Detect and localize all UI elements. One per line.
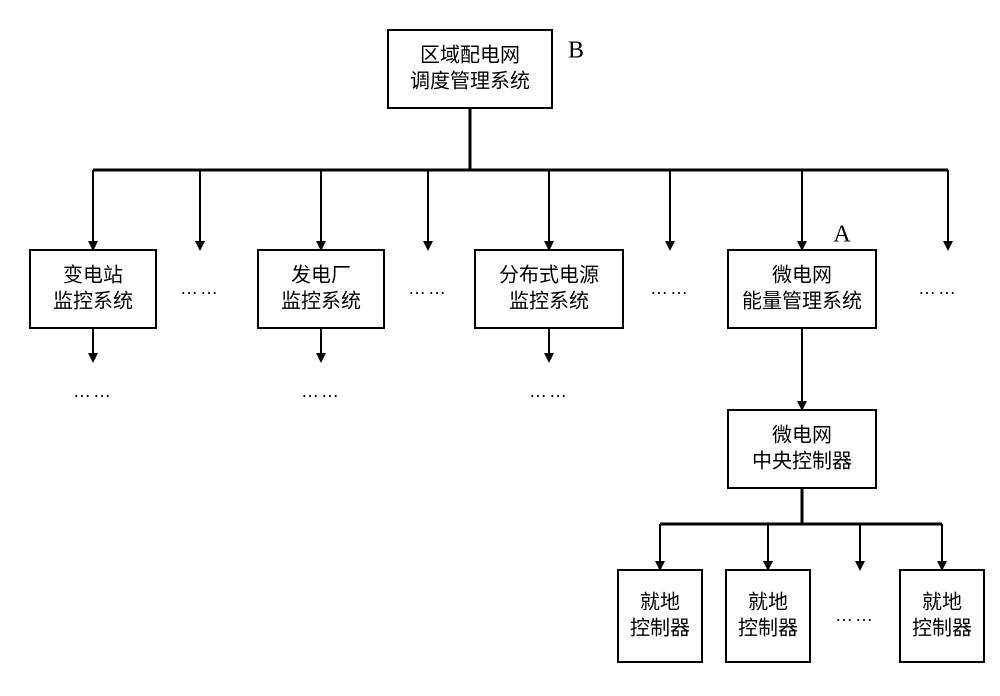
substation-box-line1: 监控系统	[53, 289, 133, 312]
local-controller-2: 就地控制器	[726, 570, 810, 662]
ellipsis: ……	[73, 381, 113, 401]
local-controller-1-line1: 控制器	[630, 616, 690, 639]
microgrid-controller-box: 微电网中央控制器	[728, 410, 876, 488]
powerplant-box-line1: 监控系统	[281, 289, 361, 312]
local-controller-3-line0: 就地	[922, 590, 962, 613]
microgrid-ems-box-line0: 微电网	[772, 263, 832, 286]
powerplant-box-line0: 发电厂	[291, 263, 351, 286]
root-box-line1: 调度管理系统	[410, 69, 530, 92]
microgrid-ems-box-label: A	[833, 222, 851, 248]
root-box-line0: 区域配电网	[420, 43, 520, 66]
substation-box-line0: 变电站	[63, 263, 123, 286]
ellipsis: ……	[408, 278, 448, 298]
distributed-box: 分布式电源监控系统	[475, 250, 623, 328]
local-controller-3-line1: 控制器	[912, 616, 972, 639]
local-controller-1-line0: 就地	[640, 590, 680, 613]
local-controller-2-line1: 控制器	[738, 616, 798, 639]
ellipsis: ……	[529, 381, 569, 401]
local-controller-2-line0: 就地	[748, 590, 788, 613]
ellipsis: ……	[650, 278, 690, 298]
powerplant-box: 发电厂监控系统	[258, 250, 384, 328]
microgrid-controller-box-line0: 微电网	[772, 423, 832, 446]
ellipsis: ……	[835, 605, 875, 625]
ellipsis: ……	[301, 381, 341, 401]
ellipsis: ……	[180, 278, 220, 298]
ellipsis: ……	[918, 278, 958, 298]
local-controller-1: 就地控制器	[618, 570, 702, 662]
local-controller-3: 就地控制器	[900, 570, 984, 662]
microgrid-ems-box-line1: 能量管理系统	[742, 289, 862, 312]
root-box-label: B	[568, 38, 584, 64]
distributed-box-line1: 监控系统	[509, 289, 589, 312]
microgrid-controller-box-line1: 中央控制器	[752, 449, 852, 472]
distributed-box-line0: 分布式电源	[499, 263, 599, 286]
substation-box: 变电站监控系统	[30, 250, 156, 328]
root-box: 区域配电网调度管理系统 B	[388, 30, 584, 108]
